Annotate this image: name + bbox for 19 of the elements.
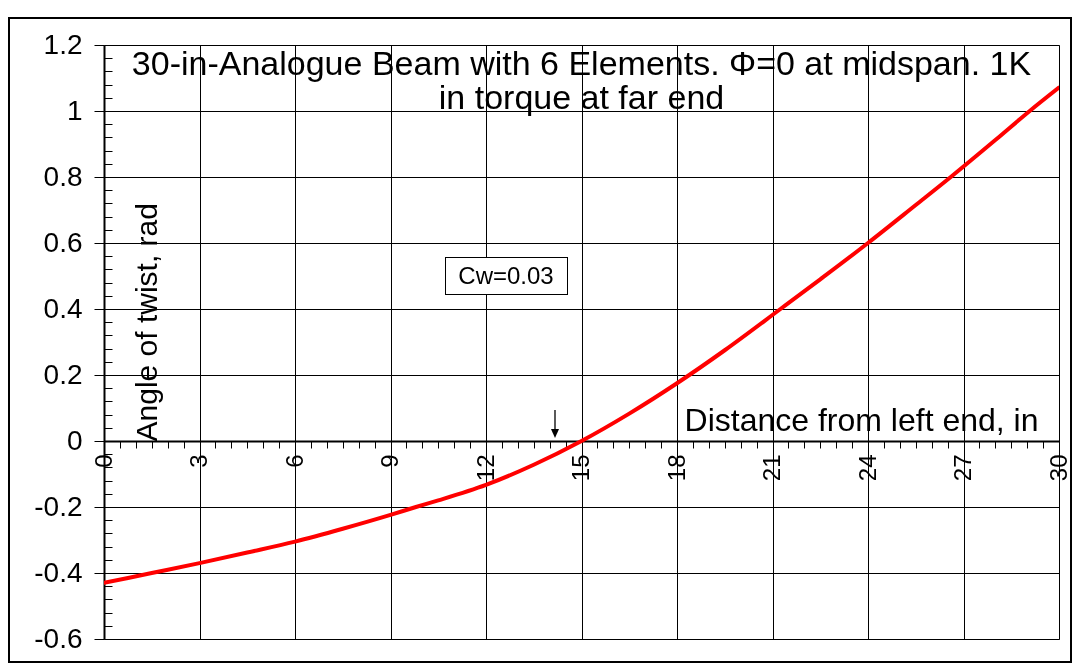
note-box: Cw=0.03 (444, 257, 568, 295)
y-tick-label: 1.2 (43, 28, 83, 60)
annotation: Cw=0.03 (458, 262, 554, 289)
x-tick-label: 12 (471, 454, 499, 482)
y-tick-label: 0.6 (43, 226, 83, 258)
y-tick-label: 1 (66, 94, 83, 126)
x-tick-label: 15 (567, 454, 594, 482)
y-tick-label: -0.2 (34, 490, 83, 522)
x-tick-label: 21 (758, 454, 785, 482)
x-tick-label: 30 (1044, 454, 1072, 482)
y-tick-label: -0.4 (34, 556, 83, 588)
x-tick-label: 27 (949, 454, 976, 482)
x-tick-label: 3 (185, 454, 212, 468)
y-tick-label: 0.2 (43, 358, 83, 390)
x-tick-label: 24 (853, 454, 881, 482)
x-tick-label: 6 (280, 454, 308, 468)
y-tick-label: -0.6 (34, 622, 83, 654)
y-tick-label: 0.4 (43, 292, 83, 324)
y-tick-label: 0.8 (43, 160, 83, 192)
